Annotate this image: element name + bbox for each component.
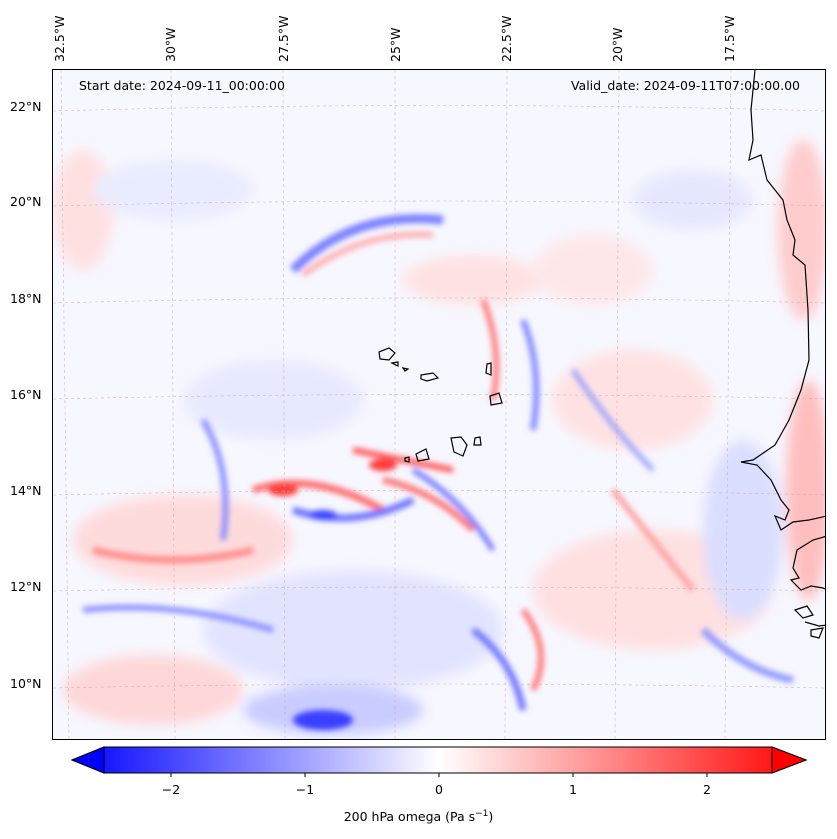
lon-label-30w: 30°W [163, 27, 178, 62]
colorbar-label-text: 200 hPa omega (Pa s [343, 809, 476, 825]
colorbar-tick-2: 2 [703, 782, 711, 797]
graticule [53, 70, 825, 739]
lat-label-22n: 22°N [10, 99, 42, 114]
coastline [740, 70, 825, 639]
colorbar-tick-neg2: −2 [161, 782, 181, 797]
cape-verde-islands [378, 347, 503, 463]
lon-label-22-5w: 22.5°W [499, 15, 514, 62]
lon-label-17-5w: 17.5°W [722, 15, 737, 62]
lon-label-32-5w: 32.5°W [52, 15, 67, 62]
colorbar-graphic [70, 746, 808, 777]
lat-label-16n: 16°N [10, 387, 42, 402]
lon-label-25w: 25°W [388, 27, 403, 62]
colorbar-label: 200 hPa omega (Pa s−1) [0, 809, 837, 824]
colorbar [0, 745, 837, 777]
valid-date-text: Valid_date: 2024-09-11T07:00:00.00 [570, 78, 800, 93]
map-panel [52, 69, 826, 740]
colorbar-label-end: ) [488, 809, 494, 825]
lon-label-27-5w: 27.5°W [276, 15, 291, 62]
lat-label-14n: 14°N [10, 483, 42, 498]
colorbar-tick-1: 1 [569, 782, 577, 797]
colorbar-tick-0: 0 [435, 782, 443, 797]
colorbar-tick-neg1: −1 [295, 782, 315, 797]
lat-label-12n: 12°N [10, 579, 42, 594]
lon-label-20w: 20°W [610, 27, 625, 62]
lat-label-18n: 18°N [10, 291, 42, 306]
start-date-text: Start date: 2024-09-11_00:00:00 [79, 78, 285, 93]
lat-label-20n: 20°N [10, 194, 42, 209]
lat-label-10n: 10°N [10, 676, 42, 691]
omega-field [53, 70, 825, 739]
colorbar-label-sup: −1 [475, 809, 489, 819]
